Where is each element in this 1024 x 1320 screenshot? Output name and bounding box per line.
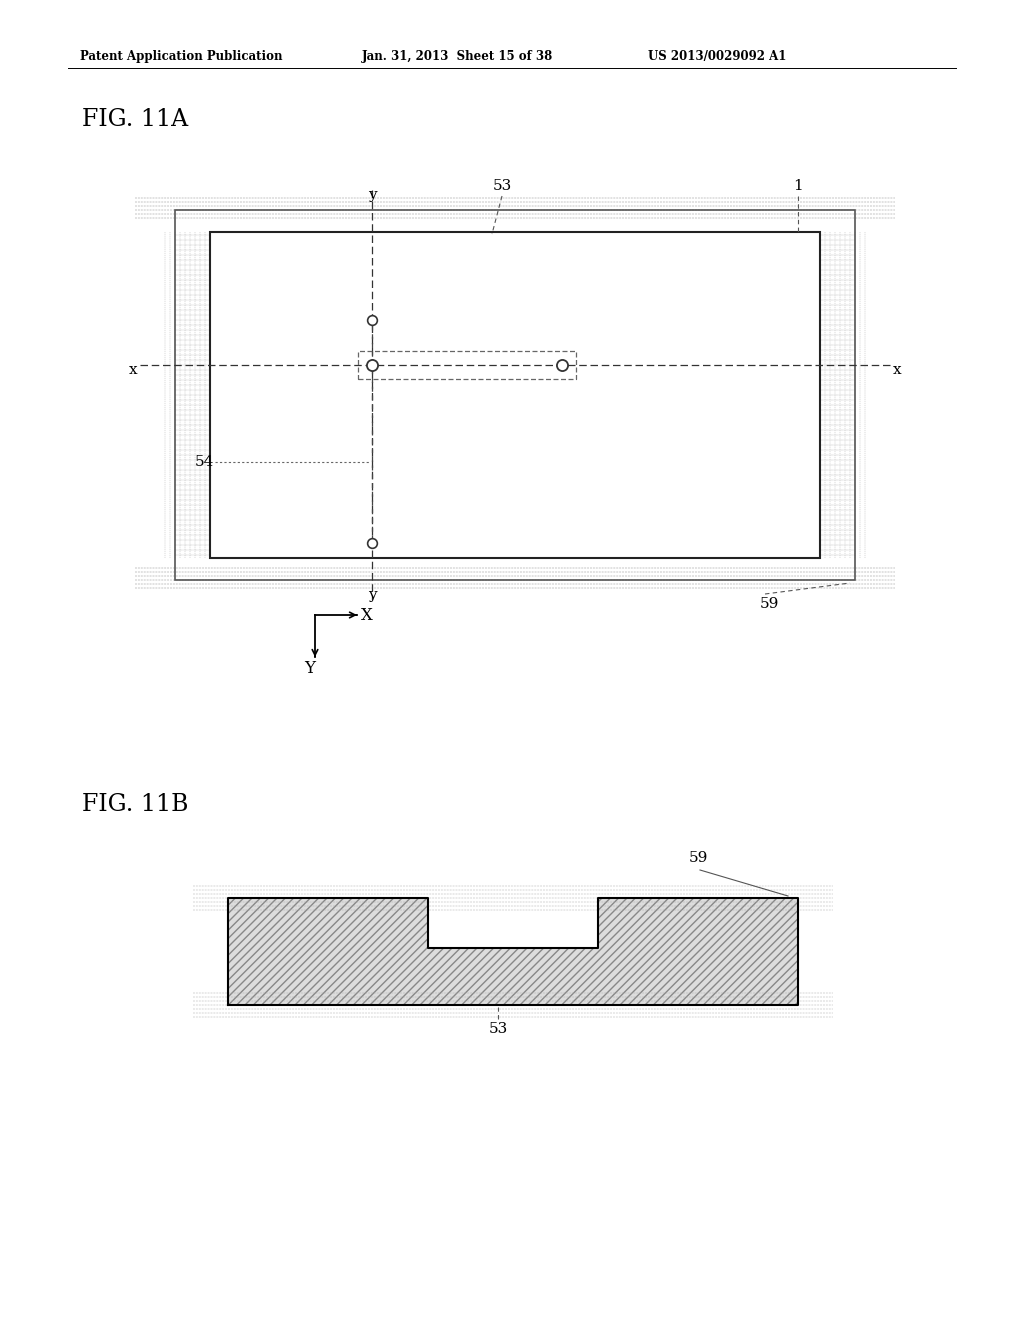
Text: Patent Application Publication: Patent Application Publication [80,50,283,63]
Bar [175,210,855,579]
Text: 53: 53 [493,180,512,193]
Text: 59: 59 [688,851,708,865]
Text: Y: Y [304,660,315,677]
Text: US 2013/0029092 A1: US 2013/0029092 A1 [648,50,786,63]
Bar [210,232,820,558]
Bar [598,898,798,1005]
Text: FIG. 11A: FIG. 11A [82,108,188,131]
Text: 1: 1 [794,180,803,193]
Bar [358,351,575,379]
Bar [428,948,598,1005]
Text: x: x [128,363,137,378]
Bar [228,898,428,1005]
Text: x: x [893,363,901,378]
Text: FIG. 11B: FIG. 11B [82,793,188,816]
Text: Jan. 31, 2013  Sheet 15 of 38: Jan. 31, 2013 Sheet 15 of 38 [362,50,553,63]
Text: y: y [368,587,376,602]
Text: 59: 59 [760,597,779,611]
Text: X: X [361,607,373,624]
Text: 54: 54 [195,455,214,469]
Text: 53: 53 [488,1022,508,1036]
Text: y: y [368,187,376,202]
